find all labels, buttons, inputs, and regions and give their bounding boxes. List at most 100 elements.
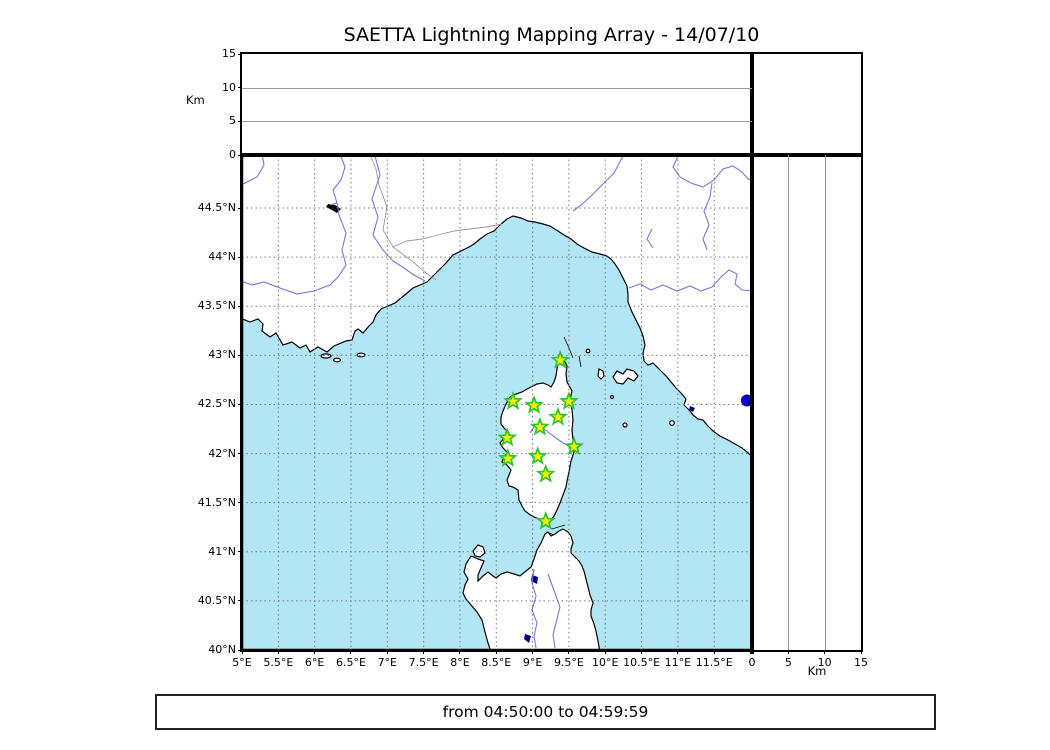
river-top-left	[242, 155, 265, 186]
river-durance	[242, 155, 347, 295]
altitude-tick-label: 10	[817, 656, 832, 669]
lat-tick-mark	[238, 502, 242, 504]
lat-tick-mark	[238, 600, 242, 602]
time-window-box: from 04:50:00 to 04:59:59	[155, 694, 936, 730]
lon-tick-label: 7.5°E	[408, 656, 439, 669]
altitude-latitude-panel	[750, 153, 863, 652]
lon-tick-mark	[532, 650, 534, 654]
lat-tick-label: 44.5°N	[197, 201, 236, 215]
lightning-event-dot	[740, 394, 752, 407]
lat-tick-mark	[238, 305, 242, 307]
lma-station-star	[550, 349, 571, 369]
lma-station-star	[559, 391, 579, 410]
lma-station-star	[548, 406, 568, 426]
pianosa-island	[609, 394, 615, 400]
altitude-tick-mark	[751, 650, 753, 654]
river-coghinas	[531, 568, 538, 649]
lon-tick-label: 5°E	[232, 656, 252, 669]
lat-tick-mark	[238, 256, 242, 258]
hyeres-island-1	[320, 353, 332, 359]
lma-station-star	[530, 416, 550, 436]
lat-tick-mark	[238, 551, 242, 553]
lon-tick-label: 9°E	[522, 656, 543, 669]
river-short	[646, 228, 654, 249]
altitude-gridline	[242, 121, 752, 123]
lat-tick-label: 40.5°N	[197, 593, 236, 607]
lat-tick-label: 44°N	[208, 250, 236, 264]
lma-station-star	[497, 427, 518, 447]
montecristo-island	[622, 422, 628, 428]
orbetello-lagoon	[689, 406, 695, 412]
france-italy-border	[369, 155, 437, 281]
asinara-island	[472, 544, 486, 558]
altitude-tick-label: 5	[784, 656, 792, 669]
altitude-histogram-panel	[750, 52, 863, 157]
lon-tick-mark	[277, 650, 279, 654]
lat-tick-label: 42.5°N	[197, 397, 236, 411]
map-canvas	[242, 155, 752, 650]
lat-tick-mark	[238, 453, 242, 455]
lon-tick-label: 11.5°E	[695, 656, 733, 669]
altitude-tick-mark	[238, 53, 242, 55]
river-tanaro	[572, 155, 624, 212]
lon-tick-mark	[568, 650, 570, 654]
altitude-tick-mark	[860, 650, 862, 654]
altitude-tick-mark	[238, 87, 242, 89]
lat-tick-mark	[238, 649, 242, 651]
lma-station-star	[524, 395, 544, 414]
lat-tick-label: 41.5°N	[197, 495, 236, 509]
river-var	[371, 155, 426, 282]
lma-station-star	[503, 391, 523, 410]
lon-tick-label: 10°E	[592, 656, 619, 669]
thick-horizontal-rule	[240, 153, 863, 157]
lma-station-star	[498, 448, 518, 467]
giraglia-stroke	[563, 336, 574, 359]
altitude-tick-label: 10	[222, 80, 236, 94]
lma-station-star	[535, 463, 556, 483]
finocchiarola-stroke	[578, 355, 582, 368]
lon-tick-label: 11°E	[664, 656, 692, 669]
altitude-unit-label-bottom: Km	[807, 664, 827, 678]
liguria-border	[392, 223, 503, 248]
altitude-tick-mark	[787, 650, 789, 654]
elba-island	[612, 368, 639, 385]
lon-tick-mark	[713, 650, 715, 654]
country-borders	[369, 155, 503, 281]
lat-tick-mark	[238, 403, 242, 405]
river-sardinia-2	[547, 573, 561, 649]
lon-tick-mark	[677, 650, 679, 654]
altitude-tick-label: 0	[229, 148, 236, 161]
lon-tick-label: 6°E	[304, 656, 325, 669]
thick-vertical-rule	[750, 52, 754, 654]
altitude-gridline	[242, 87, 752, 89]
altitude-unit-label-left: Km	[186, 93, 205, 107]
map-gridlines	[242, 155, 752, 650]
lat-tick-label: 43°N	[208, 348, 236, 362]
river-apennine	[702, 182, 713, 251]
lon-tick-label: 7°E	[377, 656, 398, 669]
lon-tick-label: 5.5°E	[263, 656, 294, 669]
station-markers	[497, 349, 752, 530]
river-arno	[628, 269, 752, 292]
figure-title: SAETTA Lightning Mapping Array - 14/07/1…	[343, 24, 760, 46]
lon-tick-mark	[423, 650, 425, 654]
lat-tick-label: 41°N	[208, 544, 236, 558]
sardinia-lake-2	[524, 634, 531, 643]
lon-tick-mark	[350, 650, 352, 654]
lma-station-star	[535, 510, 556, 530]
lon-tick-label: 6.5°E	[335, 656, 366, 669]
lat-tick-label: 43.5°N	[197, 299, 236, 313]
altitude-tick-mark	[824, 650, 826, 654]
lat-tick-label: 42°N	[208, 446, 236, 460]
capraia-island	[597, 368, 605, 380]
hyeres-island-2	[332, 357, 342, 363]
lon-tick-label: 8°E	[450, 656, 470, 669]
sardinia-island	[462, 528, 601, 650]
lavezzi-stroke	[546, 531, 555, 536]
gorgona-island	[585, 348, 591, 354]
lat-tick-mark	[238, 207, 242, 209]
altitude-tick-label: 15	[854, 656, 868, 669]
altitude-tick-label: 5	[229, 114, 236, 128]
lon-tick-label: 8.5°E	[481, 656, 512, 669]
